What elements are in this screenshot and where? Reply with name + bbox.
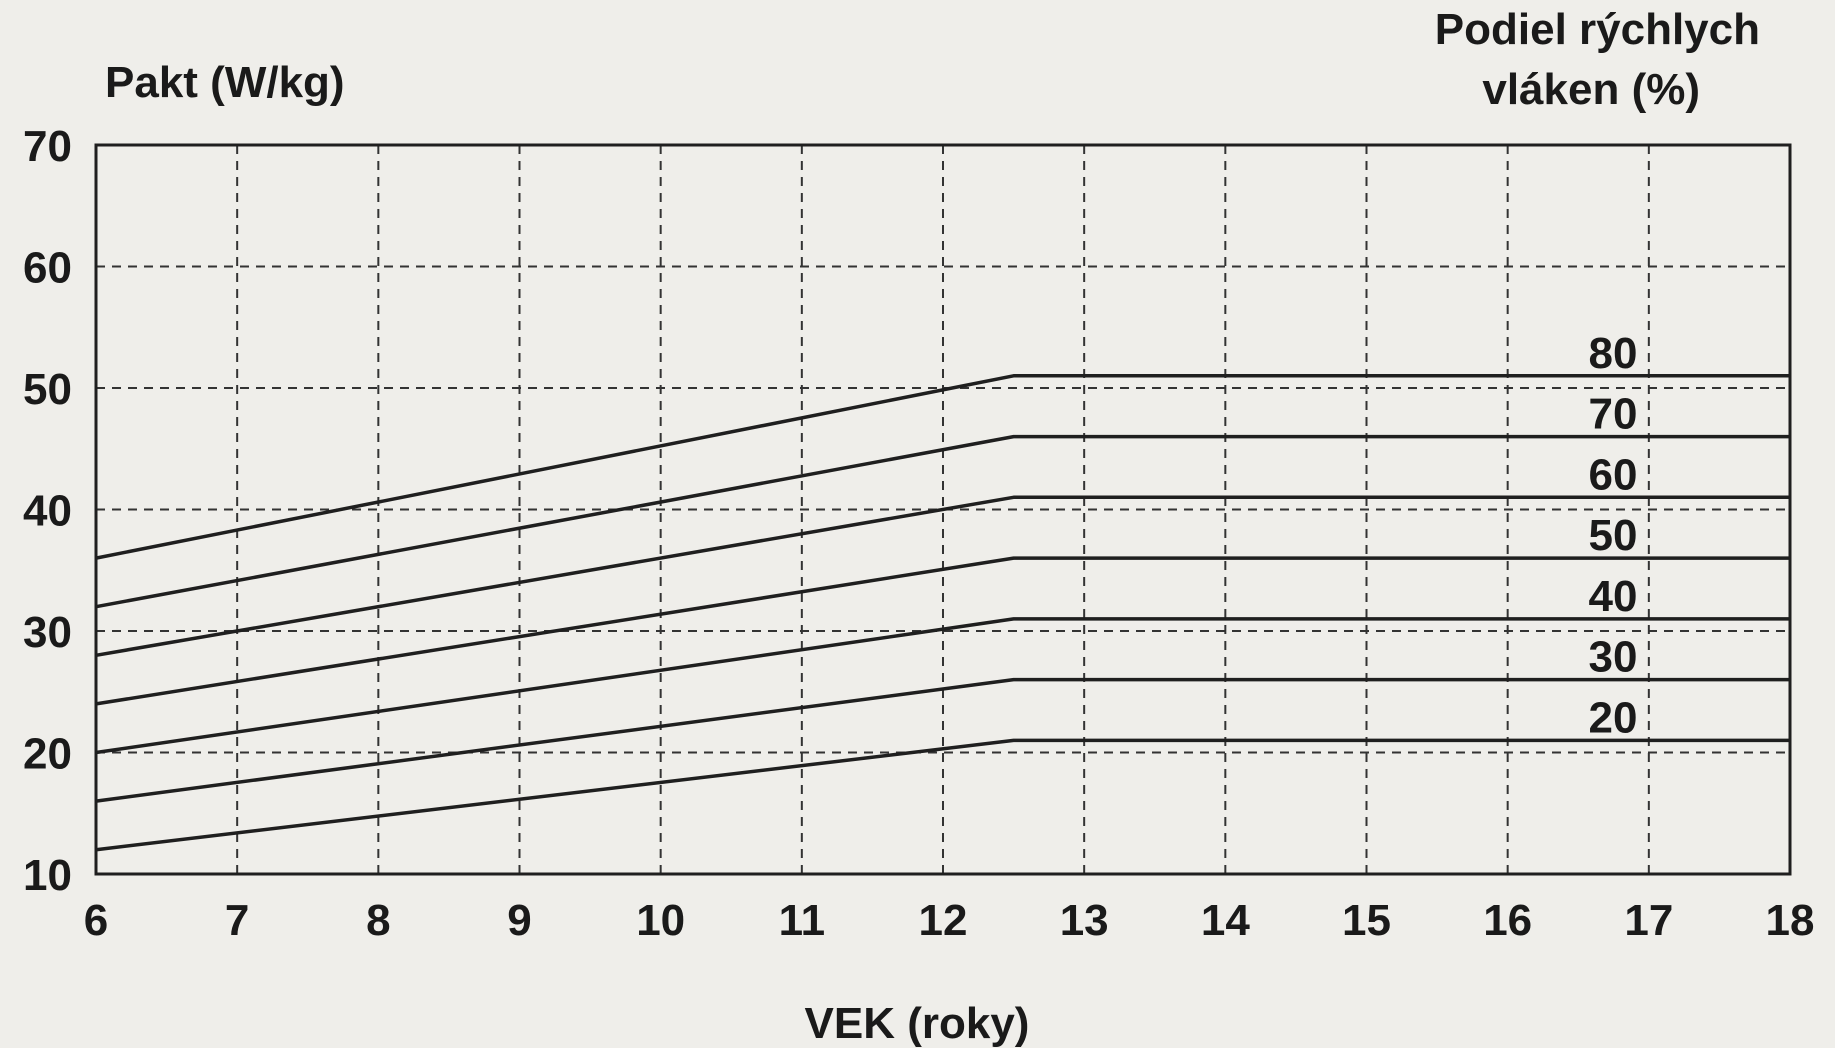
grid bbox=[96, 145, 1790, 874]
x-tick-15: 15 bbox=[1342, 896, 1391, 945]
series-line-80 bbox=[95, 374, 1790, 560]
y-tick-50: 50 bbox=[23, 365, 72, 414]
x-tick-8: 8 bbox=[366, 896, 390, 945]
series-label-70: 70 bbox=[1589, 390, 1638, 439]
series-lines bbox=[95, 374, 1790, 852]
x-tick-7: 7 bbox=[225, 896, 249, 945]
series-line-40 bbox=[95, 617, 1790, 755]
x-tick-13: 13 bbox=[1060, 896, 1109, 945]
legend-title-line-1: Podiel rýchlych bbox=[1435, 5, 1760, 54]
series-line-70 bbox=[95, 434, 1790, 609]
x-tick-9: 9 bbox=[507, 896, 531, 945]
x-tick-17: 17 bbox=[1624, 896, 1673, 945]
series-line-60 bbox=[95, 495, 1790, 658]
legend-title-line-2: vláken (%) bbox=[1482, 65, 1700, 114]
series-label-60: 60 bbox=[1589, 450, 1638, 499]
y-tick-20: 20 bbox=[23, 730, 72, 779]
series-label-20: 20 bbox=[1589, 693, 1638, 742]
x-axis-label: VEK (roky) bbox=[805, 999, 1030, 1048]
x-tick-11: 11 bbox=[779, 896, 826, 945]
series-label-80: 80 bbox=[1589, 329, 1638, 378]
x-tick-18: 18 bbox=[1766, 896, 1815, 945]
y-axis-ticks: 10 20 30 40 50 60 70 bbox=[23, 122, 72, 900]
x-tick-16: 16 bbox=[1483, 896, 1532, 945]
y-tick-10: 10 bbox=[23, 851, 72, 900]
y-tick-40: 40 bbox=[23, 487, 72, 536]
series-line-50 bbox=[95, 556, 1790, 706]
series-labels: 80 70 60 50 40 30 20 bbox=[1589, 329, 1638, 742]
y-axis-label: Pakt (W/kg) bbox=[105, 58, 345, 107]
x-tick-14: 14 bbox=[1201, 896, 1250, 945]
series-label-30: 30 bbox=[1589, 633, 1638, 682]
x-tick-12: 12 bbox=[919, 896, 968, 945]
series-label-50: 50 bbox=[1589, 511, 1638, 560]
series-line-20 bbox=[95, 738, 1790, 852]
plot-frame bbox=[94, 143, 1792, 876]
series-line-30 bbox=[95, 677, 1790, 803]
x-tick-10: 10 bbox=[636, 896, 685, 945]
y-tick-30: 30 bbox=[23, 608, 72, 657]
y-tick-70: 70 bbox=[23, 122, 72, 171]
series-label-40: 40 bbox=[1589, 572, 1638, 621]
x-tick-6: 6 bbox=[84, 896, 108, 945]
y-tick-60: 60 bbox=[23, 244, 72, 293]
x-axis-ticks: 6 7 8 9 10 11 12 13 14 15 16 17 18 bbox=[84, 896, 1815, 945]
